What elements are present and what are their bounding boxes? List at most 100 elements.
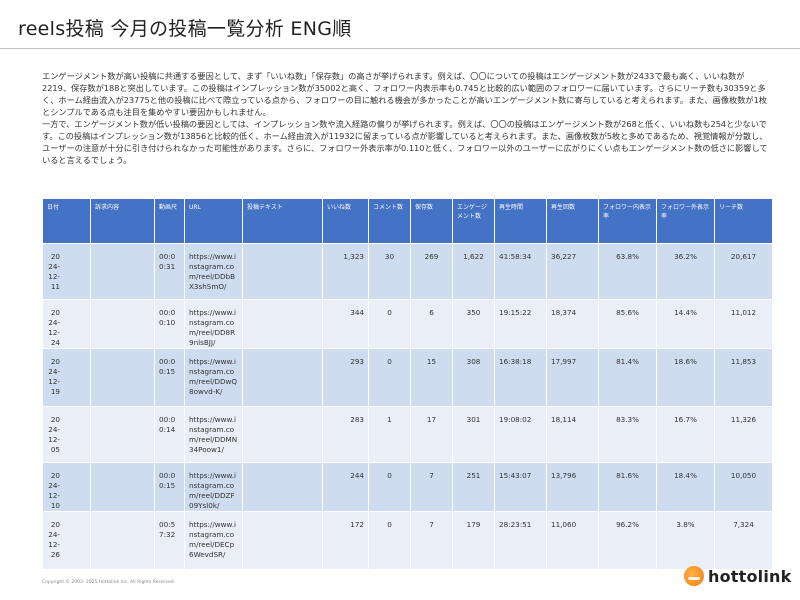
header-comments[interactable]: コメント数 bbox=[368, 198, 411, 244]
cell-play-time: 19:08:02 bbox=[494, 406, 547, 463]
cell-play-time: 15:43:07 bbox=[494, 462, 547, 512]
cell-follower-out-rate: 14.4% bbox=[656, 299, 715, 349]
cell-saves: 15 bbox=[410, 348, 453, 407]
table-row: 2024-12-19 00:00:15 https://www.instagra… bbox=[42, 348, 773, 407]
company-logo: hottolink bbox=[684, 566, 791, 586]
cell-likes: 293 bbox=[322, 348, 369, 407]
cell-follower-out-rate: 3.8% bbox=[656, 511, 715, 570]
header-duration[interactable]: 動画尺 bbox=[154, 198, 185, 244]
cell-reach: 7,324 bbox=[714, 511, 773, 570]
table-header-row: 日付 訴求内容 動画尺 URL 投稿テキスト いいね数 コメント数 保存数 エン… bbox=[42, 198, 773, 244]
cell-url[interactable]: https://www.instagram.com/reel/DDwQ8owvd… bbox=[184, 348, 243, 407]
cell-appeal bbox=[90, 243, 155, 300]
cell-follower-in-rate: 81.4% bbox=[598, 348, 657, 407]
cell-date: 2024-12-11 bbox=[42, 243, 91, 300]
cell-follower-out-rate: 16.7% bbox=[656, 406, 715, 463]
header-reach[interactable]: リーチ数 bbox=[714, 198, 773, 244]
cell-duration: 00:00:31 bbox=[154, 243, 185, 300]
cell-likes: 344 bbox=[322, 299, 369, 349]
cell-engagement: 1,622 bbox=[452, 243, 495, 300]
header-plays[interactable]: 再生回数 bbox=[546, 198, 599, 244]
cell-reach: 11,012 bbox=[714, 299, 773, 349]
table-row: 2024-12-26 00:57:32 https://www.instagra… bbox=[42, 511, 773, 570]
cell-plays: 13,796 bbox=[546, 462, 599, 512]
cell-comments: 0 bbox=[368, 511, 411, 570]
summary-paragraph-low: 一方で、エンゲージメント数が低い投稿の要因としては、インプレッション数や流入経路… bbox=[42, 119, 768, 165]
cell-play-time: 19:15:22 bbox=[494, 299, 547, 349]
cell-engagement: 251 bbox=[452, 462, 495, 512]
cell-engagement: 350 bbox=[452, 299, 495, 349]
cell-appeal bbox=[90, 299, 155, 349]
cell-url[interactable]: https://www.instagram.com/reel/DDZF09Ysl… bbox=[184, 462, 243, 512]
cell-duration: 00:00:15 bbox=[154, 348, 185, 407]
header-saves[interactable]: 保存数 bbox=[410, 198, 453, 244]
cell-reach: 20,617 bbox=[714, 243, 773, 300]
cell-saves: 7 bbox=[410, 462, 453, 512]
cell-post-text bbox=[242, 462, 323, 512]
summary-paragraph-high: エンゲージメント数が高い投稿に共通する要因として、まず「いいね数」「保存数」の高… bbox=[42, 71, 767, 117]
cell-comments: 1 bbox=[368, 406, 411, 463]
cell-duration: 00:57:32 bbox=[154, 511, 185, 570]
cell-play-time: 28:23:51 bbox=[494, 511, 547, 570]
cell-url[interactable]: https://www.instagram.com/reel/DD8R9nlsB… bbox=[184, 299, 243, 349]
cell-follower-out-rate: 36.2% bbox=[656, 243, 715, 300]
cell-engagement: 301 bbox=[452, 406, 495, 463]
cell-play-time: 41:58:34 bbox=[494, 243, 547, 300]
analysis-summary: エンゲージメント数が高い投稿に共通する要因として、まず「いいね数」「保存数」の高… bbox=[42, 70, 772, 166]
cell-comments: 30 bbox=[368, 243, 411, 300]
cell-saves: 7 bbox=[410, 511, 453, 570]
header-likes[interactable]: いいね数 bbox=[322, 198, 369, 244]
table-row: 2024-12-10 00:00:15 https://www.instagra… bbox=[42, 462, 773, 512]
cell-date: 2024-12-26 bbox=[42, 511, 91, 570]
cell-url[interactable]: https://www.instagram.com/reel/DDbBX3shS… bbox=[184, 243, 243, 300]
cell-reach: 11,326 bbox=[714, 406, 773, 463]
cell-follower-out-rate: 18.6% bbox=[656, 348, 715, 407]
cell-follower-in-rate: 96.2% bbox=[598, 511, 657, 570]
header-engagement[interactable]: エンゲージメント数 bbox=[452, 198, 495, 244]
cell-appeal bbox=[90, 511, 155, 570]
cell-duration: 00:00:14 bbox=[154, 406, 185, 463]
header-play-time[interactable]: 再生時間 bbox=[494, 198, 547, 244]
cell-likes: 1,323 bbox=[322, 243, 369, 300]
header-follower-out-rate[interactable]: フォロワー外表示率 bbox=[656, 198, 715, 244]
cell-plays: 36,227 bbox=[546, 243, 599, 300]
logo-icon bbox=[684, 566, 704, 586]
header-date[interactable]: 日付 bbox=[42, 198, 91, 244]
cell-plays: 11,060 bbox=[546, 511, 599, 570]
cell-date: 2024-12-05 bbox=[42, 406, 91, 463]
cell-engagement: 179 bbox=[452, 511, 495, 570]
posts-table-container: 日付 訴求内容 動画尺 URL 投稿テキスト いいね数 コメント数 保存数 エン… bbox=[42, 198, 773, 570]
cell-appeal bbox=[90, 462, 155, 512]
table-row: 2024-12-24 00:00:10 https://www.instagra… bbox=[42, 299, 773, 349]
cell-engagement: 308 bbox=[452, 348, 495, 407]
cell-plays: 17,997 bbox=[546, 348, 599, 407]
header-follower-in-rate[interactable]: フォロワー内表示率 bbox=[598, 198, 657, 244]
copyright-notice: Copyright © 2003- 2025 Hottolink Inc. Al… bbox=[42, 580, 176, 585]
cell-follower-in-rate: 83.3% bbox=[598, 406, 657, 463]
cell-plays: 18,114 bbox=[546, 406, 599, 463]
cell-date: 2024-12-19 bbox=[42, 348, 91, 407]
cell-saves: 6 bbox=[410, 299, 453, 349]
cell-likes: 172 bbox=[322, 511, 369, 570]
cell-post-text bbox=[242, 243, 323, 300]
logo-text: hottolink bbox=[708, 566, 792, 586]
cell-follower-in-rate: 81.6% bbox=[598, 462, 657, 512]
cell-post-text bbox=[242, 406, 323, 463]
cell-likes: 283 bbox=[322, 406, 369, 463]
header-post-text[interactable]: 投稿テキスト bbox=[242, 198, 323, 244]
header-url[interactable]: URL bbox=[184, 198, 243, 244]
cell-duration: 00:00:15 bbox=[154, 462, 185, 512]
header-appeal[interactable]: 訴求内容 bbox=[90, 198, 155, 244]
cell-url[interactable]: https://www.instagram.com/reel/DDMN34Poo… bbox=[184, 406, 243, 463]
cell-reach: 10,050 bbox=[714, 462, 773, 512]
table-row: 2024-12-05 00:00:14 https://www.instagra… bbox=[42, 406, 773, 463]
cell-saves: 269 bbox=[410, 243, 453, 300]
cell-post-text bbox=[242, 299, 323, 349]
cell-appeal bbox=[90, 406, 155, 463]
table-row: 2024-12-11 00:00:31 https://www.instagra… bbox=[42, 243, 773, 300]
cell-post-text bbox=[242, 348, 323, 407]
cell-url[interactable]: https://www.instagram.com/reel/DECp6Wevd… bbox=[184, 511, 243, 570]
cell-reach: 11,853 bbox=[714, 348, 773, 407]
cell-duration: 00:00:10 bbox=[154, 299, 185, 349]
cell-follower-in-rate: 85.6% bbox=[598, 299, 657, 349]
